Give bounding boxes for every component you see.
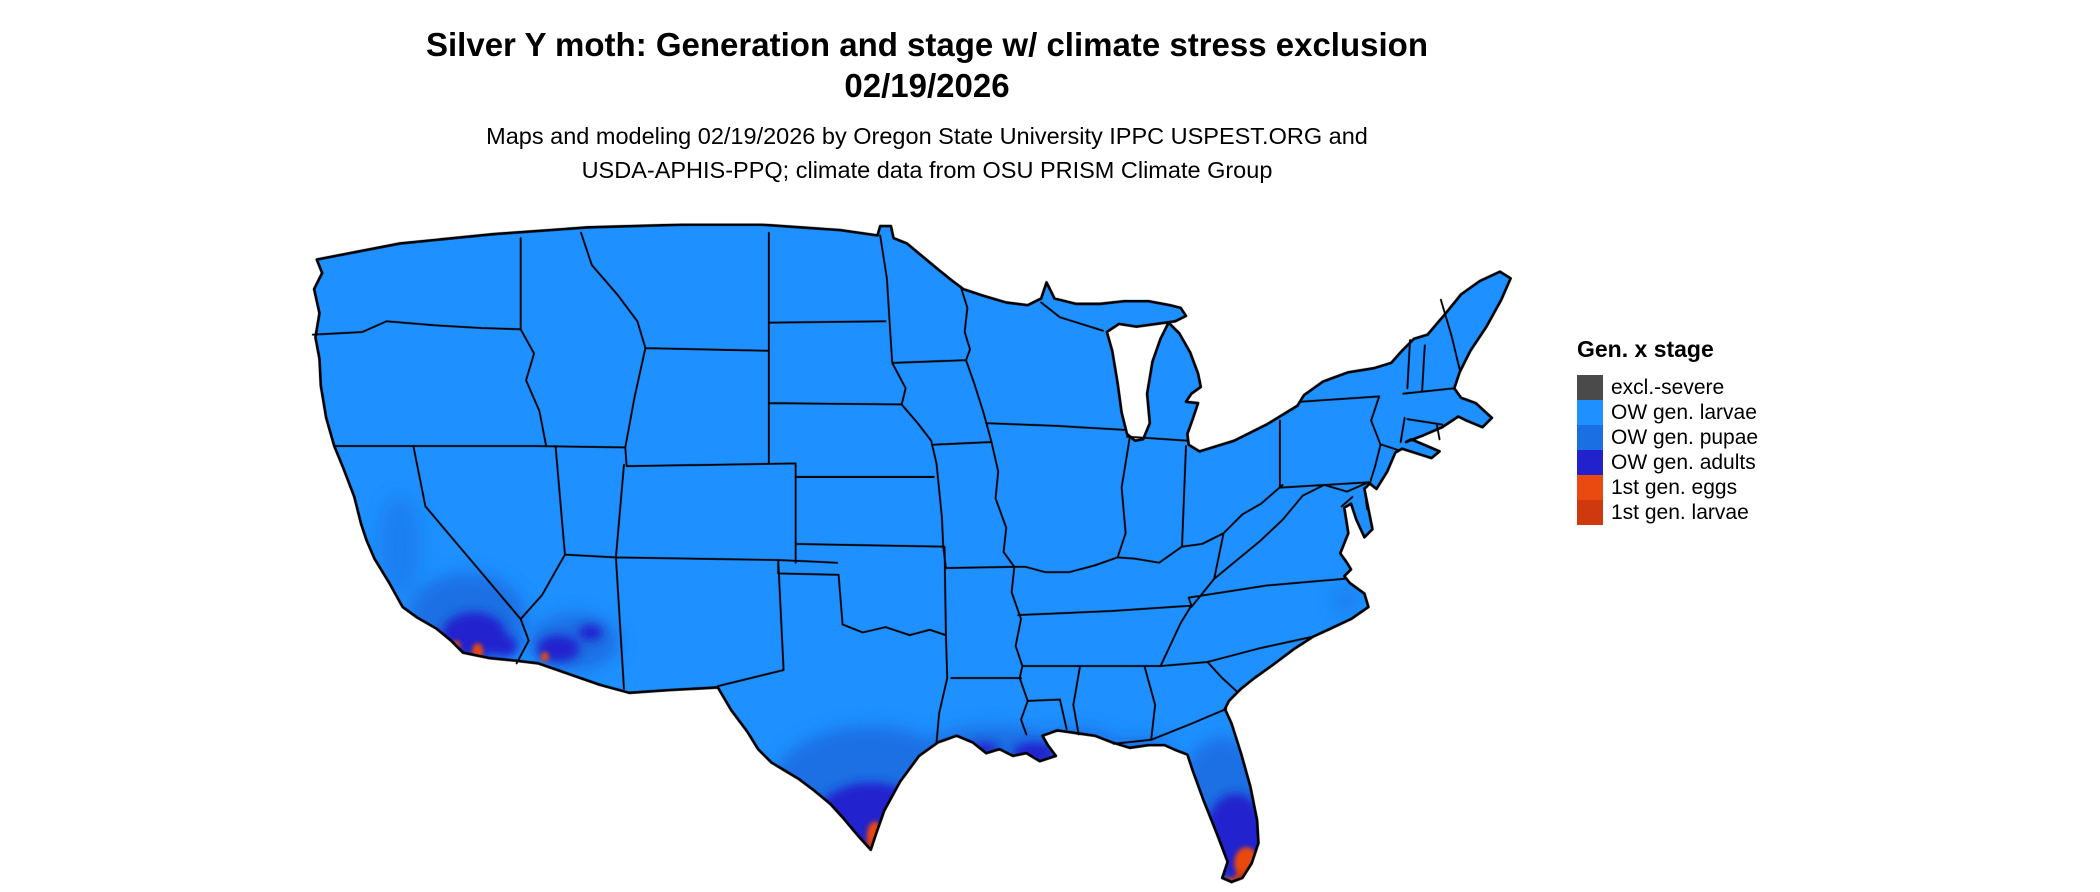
swatch-ow-adults	[1577, 450, 1603, 475]
legend-label: 1st gen. larvae	[1611, 501, 1749, 524]
legend-label: OW gen. pupae	[1611, 426, 1759, 449]
swatch-ow-pupae	[1577, 425, 1603, 450]
subtitle-line-1: Maps and modeling 02/19/2026 by Oregon S…	[486, 123, 1368, 149]
legend-label: OW gen. larvae	[1611, 401, 1757, 424]
legend-label: OW gen. adults	[1611, 451, 1756, 474]
us-map	[311, 223, 1512, 884]
legend-item-1st-eggs: 1st gen. eggs	[1577, 475, 1758, 500]
swatch-excl-severe	[1577, 375, 1603, 400]
swatch-1st-larvae	[1577, 500, 1603, 525]
legend: Gen. x stage excl.-severe OW gen. larvae…	[1577, 336, 1758, 525]
legend-item-ow-adults: OW gen. adults	[1577, 450, 1758, 475]
legend-item-excl-severe: excl.-severe	[1577, 375, 1758, 400]
swatch-ow-larvae	[1577, 400, 1603, 425]
subtitle-line-2: USDA-APHIS-PPQ; climate data from OSU PR…	[581, 157, 1273, 183]
legend-label: excl.-severe	[1611, 376, 1725, 399]
land-base-ow-larvae	[314, 224, 1511, 882]
state-borders	[311, 231, 1461, 745]
legend-item-ow-larvae: OW gen. larvae	[1577, 400, 1758, 425]
map-title-date: 02/19/2026	[844, 67, 1010, 104]
legend-item-ow-pupae: OW gen. pupae	[1577, 425, 1758, 450]
header: Silver Y moth: Generation and stage w/ c…	[0, 24, 1854, 187]
map-title: Silver Y moth: Generation and stage w/ c…	[426, 26, 1428, 63]
overlay-first-gen-larvae	[866, 840, 1254, 882]
legend-items: excl.-severe OW gen. larvae OW gen. pupa…	[1577, 375, 1758, 525]
subtitle: Maps and modeling 02/19/2026 by Oregon S…	[0, 119, 1854, 187]
legend-title: Gen. x stage	[1577, 336, 1714, 362]
swatch-1st-eggs	[1577, 475, 1603, 500]
legend-item-1st-larvae: 1st gen. larvae	[1577, 500, 1758, 525]
legend-label: 1st gen. eggs	[1611, 476, 1738, 499]
